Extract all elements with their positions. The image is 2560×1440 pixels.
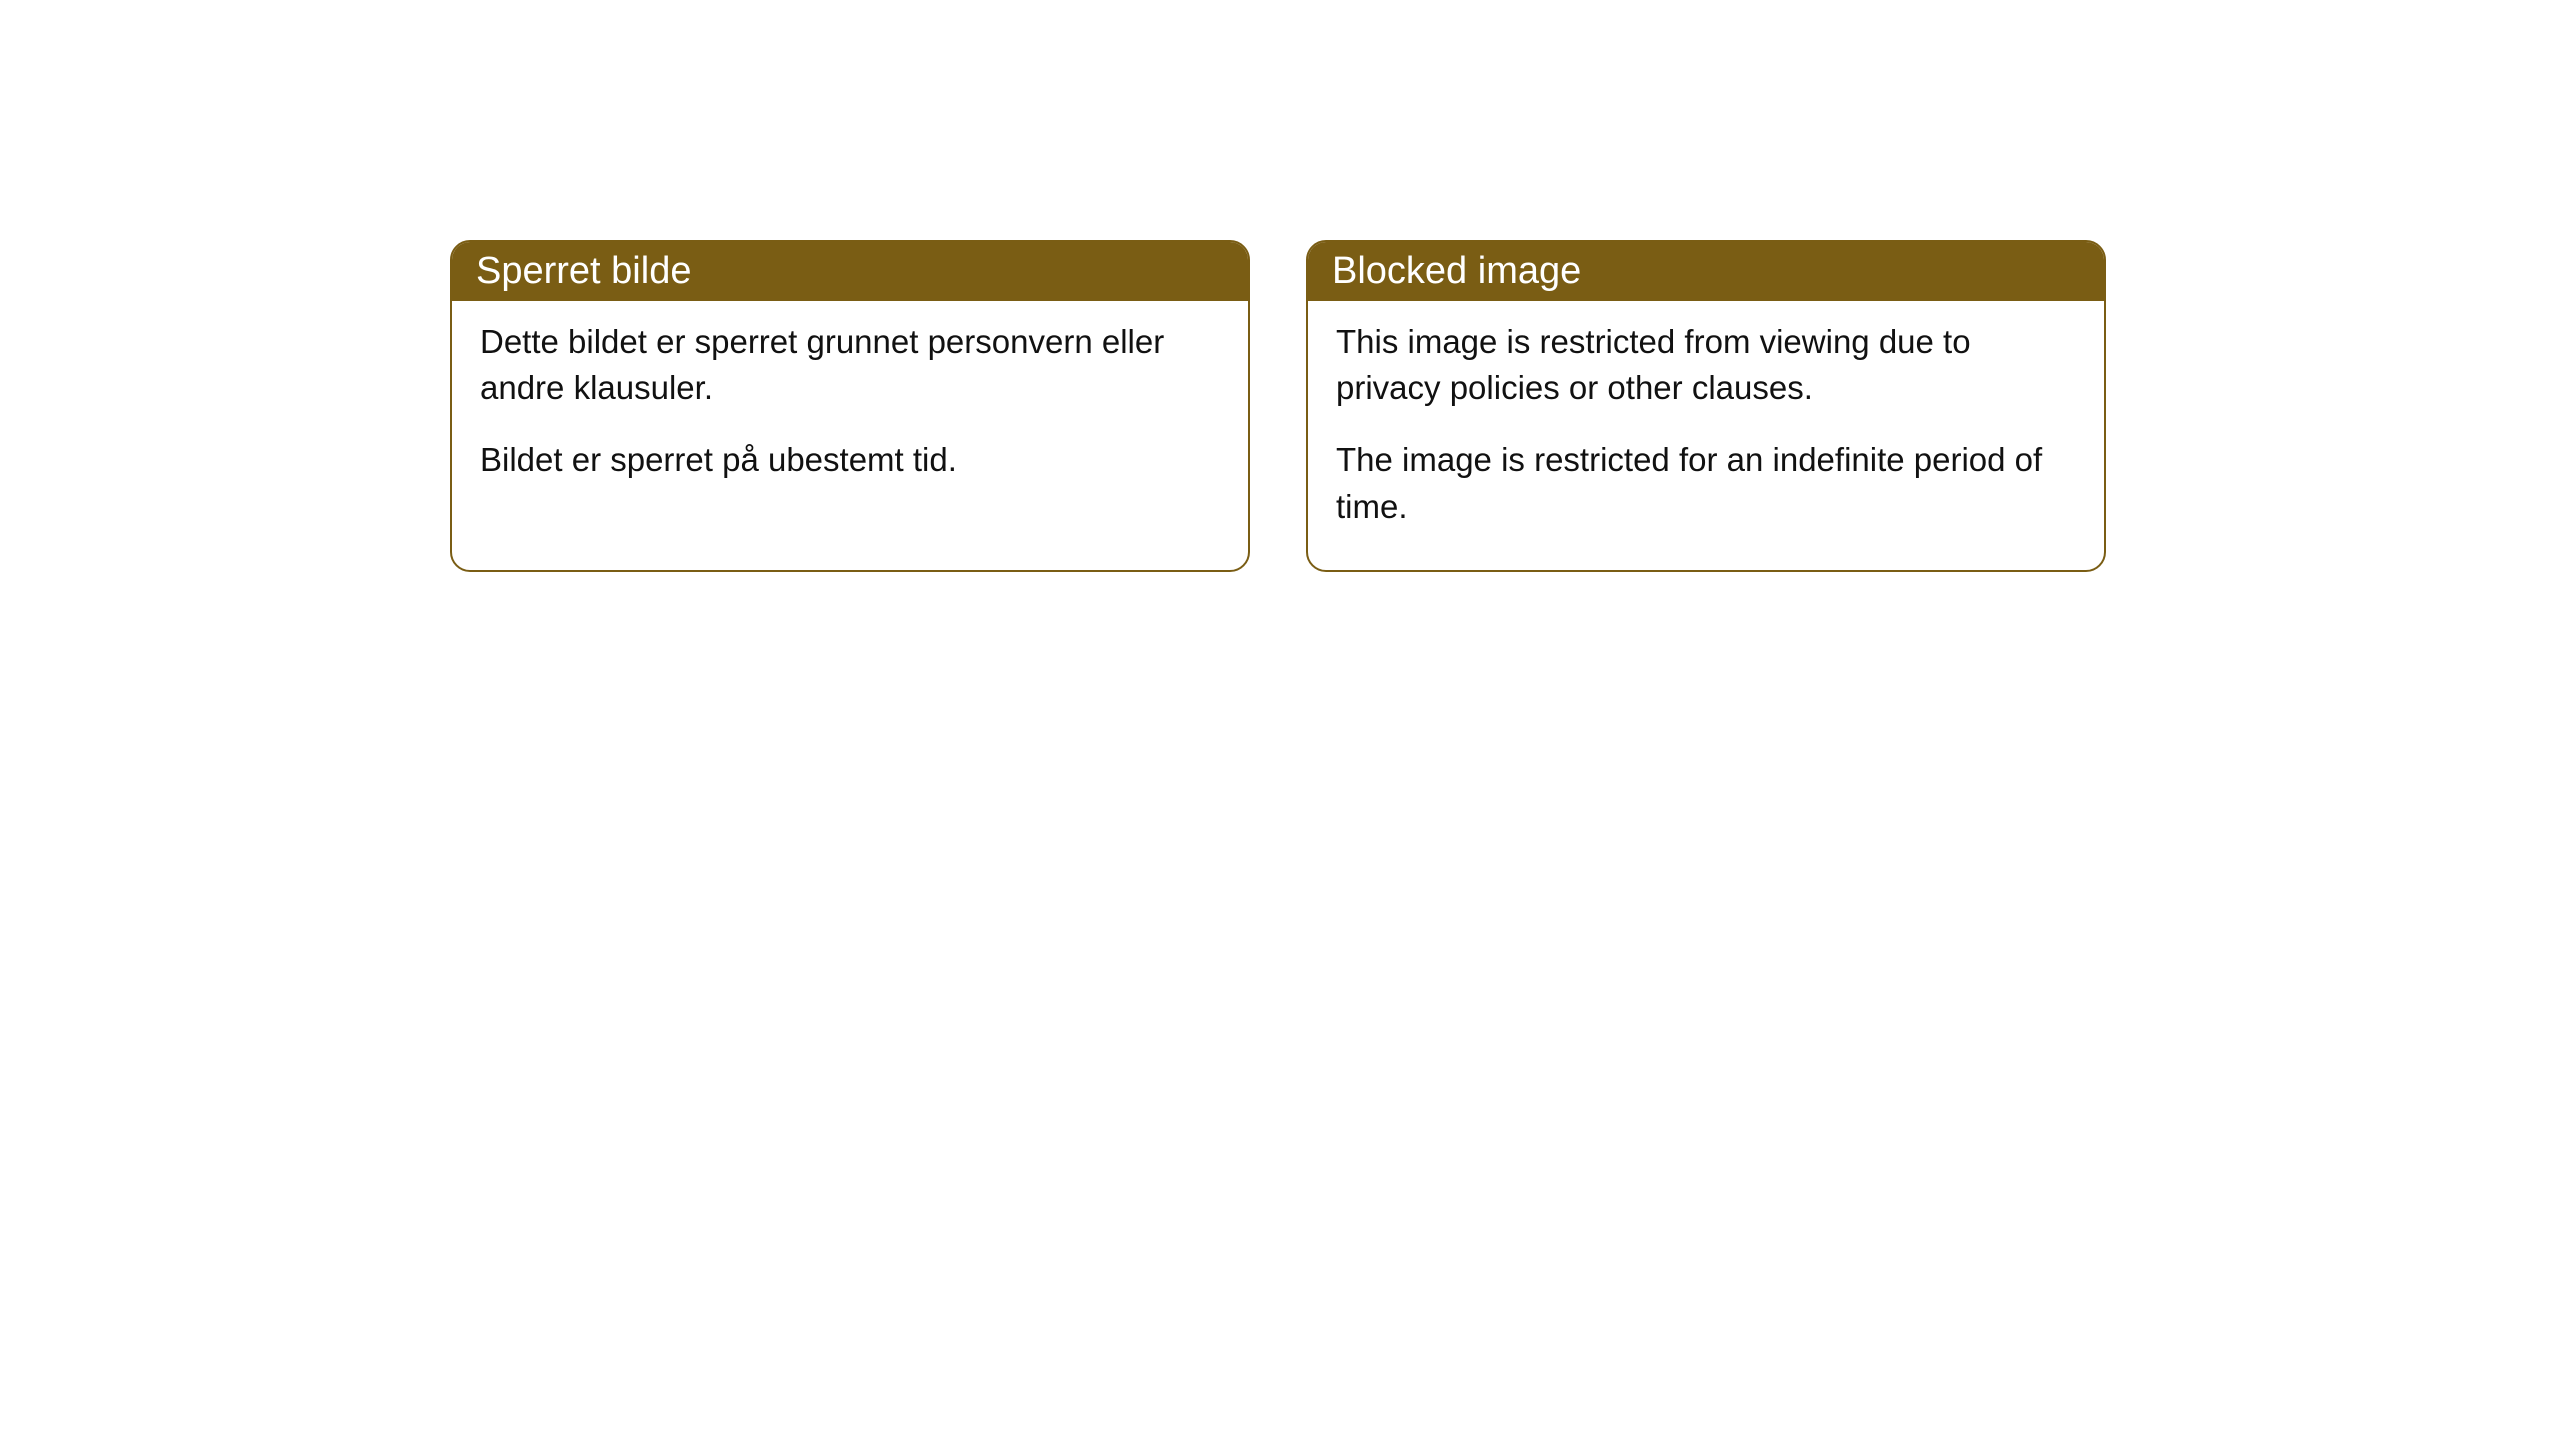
card-paragraph-1-norwegian: Dette bildet er sperret grunnet personve… [480,319,1220,411]
card-paragraph-2-norwegian: Bildet er sperret på ubestemt tid. [480,437,1220,483]
card-body-norwegian: Dette bildet er sperret grunnet personve… [452,301,1248,524]
card-header-english: Blocked image [1308,242,2104,301]
blocked-image-card-norwegian: Sperret bilde Dette bildet er sperret gr… [450,240,1250,572]
card-paragraph-1-english: This image is restricted from viewing du… [1336,319,2076,411]
card-header-norwegian: Sperret bilde [452,242,1248,301]
blocked-image-card-english: Blocked image This image is restricted f… [1306,240,2106,572]
notice-cards-container: Sperret bilde Dette bildet er sperret gr… [450,240,2560,572]
card-body-english: This image is restricted from viewing du… [1308,301,2104,570]
card-paragraph-2-english: The image is restricted for an indefinit… [1336,437,2076,529]
